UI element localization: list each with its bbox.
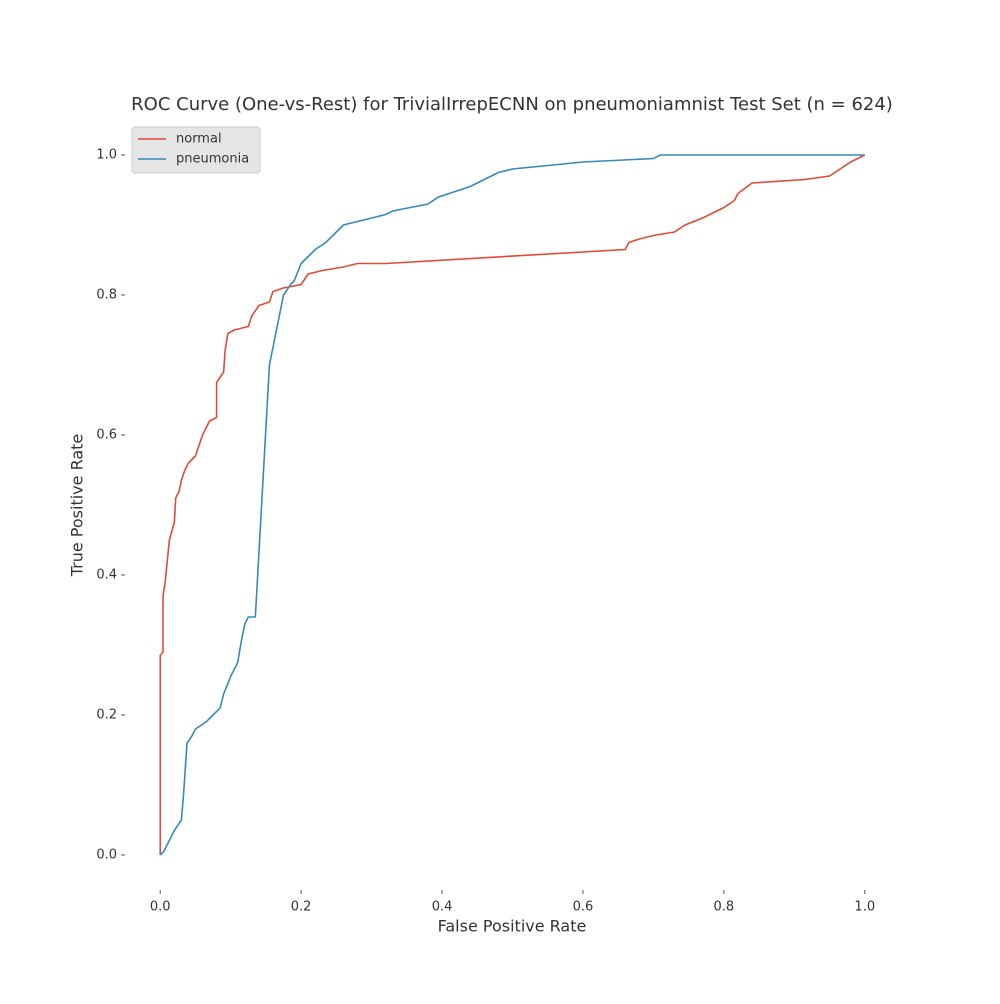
legend-label: pneumonia: [176, 152, 249, 167]
x-tick-label: 0.6: [573, 900, 594, 915]
y-axis-label: True Positive Rate: [68, 434, 87, 578]
x-tick-label: 0.4: [432, 900, 453, 915]
y-tick-label: 0.2: [96, 708, 117, 723]
x-tick-label: 1.0: [854, 900, 875, 915]
y-tick-label: 0.0: [96, 848, 117, 863]
line-series: [159, 154, 865, 856]
y-tick-label: 0.6: [96, 428, 117, 443]
chart-title: ROC Curve (One-vs-Rest) for TrivialIrrep…: [131, 94, 893, 115]
y-tick-label: 1.0: [96, 148, 117, 163]
y-tick-label: 0.8: [96, 288, 117, 303]
x-tick-label: 0.0: [150, 900, 171, 915]
x-tick-label: 0.2: [291, 900, 312, 915]
line-series: [159, 154, 866, 855]
y-tick-label: 0.4: [96, 568, 117, 583]
x-axis-label: False Positive Rate: [438, 917, 587, 936]
legend-label: normal: [176, 132, 222, 147]
x-tick-label: 0.8: [714, 900, 735, 915]
